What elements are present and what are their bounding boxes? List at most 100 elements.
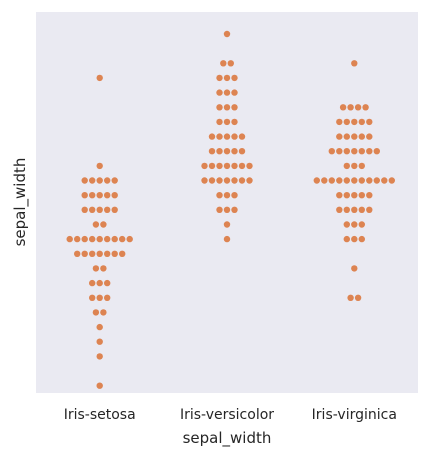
data-point	[216, 89, 223, 96]
data-point	[362, 104, 369, 111]
data-point	[208, 177, 216, 184]
data-point	[223, 235, 231, 243]
data-point	[231, 177, 238, 184]
data-point	[231, 89, 238, 96]
plot-area	[36, 12, 418, 393]
x-axis-label: sepal_width	[183, 429, 272, 448]
data-point	[201, 177, 208, 184]
data-point	[366, 118, 373, 126]
data-point	[336, 118, 343, 126]
data-point	[343, 221, 350, 228]
data-point	[373, 177, 380, 184]
data-point	[231, 148, 238, 155]
data-point	[336, 177, 343, 184]
data-point	[92, 221, 100, 228]
data-point	[223, 74, 231, 82]
data-point	[366, 192, 373, 199]
data-point	[313, 177, 320, 184]
data-point	[238, 177, 246, 184]
data-point	[358, 133, 365, 140]
data-point	[66, 235, 73, 243]
data-point	[358, 162, 365, 170]
data-point	[373, 148, 380, 155]
data-point	[336, 192, 343, 199]
data-point	[126, 235, 133, 243]
data-point	[351, 177, 358, 184]
x-tick-label: Iris-virginica	[312, 407, 397, 423]
data-point	[208, 133, 216, 140]
data-point	[96, 382, 103, 389]
data-point	[231, 206, 238, 213]
data-point	[74, 235, 81, 243]
data-point	[89, 206, 96, 213]
data-point	[351, 235, 358, 243]
data-point	[358, 206, 365, 213]
data-point	[92, 309, 100, 316]
data-point	[223, 162, 231, 170]
data-point	[328, 148, 335, 155]
data-point	[223, 89, 231, 96]
data-point	[96, 235, 103, 243]
data-point	[111, 192, 118, 199]
data-point	[231, 192, 238, 199]
data-point	[100, 309, 107, 316]
data-point	[351, 206, 358, 213]
data-point	[347, 294, 354, 301]
data-point	[216, 206, 223, 213]
data-point	[96, 250, 103, 257]
data-point	[223, 118, 231, 126]
data-point	[216, 118, 223, 126]
data-point	[220, 60, 227, 67]
data-point	[89, 177, 96, 184]
data-point	[104, 192, 111, 199]
data-point	[358, 177, 365, 184]
data-point	[351, 221, 358, 228]
data-point	[104, 294, 111, 301]
data-point	[388, 177, 395, 184]
x-tick-label: Iris-setosa	[64, 407, 136, 423]
data-point	[89, 192, 96, 199]
data-point	[104, 279, 111, 287]
data-point	[366, 206, 373, 213]
y-axis-label: sepal_width	[11, 158, 30, 247]
data-point	[351, 265, 358, 272]
data-point	[216, 177, 223, 184]
data-point	[216, 148, 223, 155]
data-point	[354, 294, 362, 301]
data-point	[223, 148, 231, 155]
data-point	[74, 250, 81, 257]
data-point	[89, 279, 96, 287]
data-point	[351, 60, 358, 67]
data-point	[347, 104, 354, 111]
data-point	[96, 323, 103, 331]
data-point	[238, 133, 246, 140]
data-point	[81, 192, 88, 199]
data-point	[96, 353, 103, 360]
data-point	[81, 250, 88, 257]
data-point	[231, 133, 238, 140]
data-point	[216, 74, 223, 82]
data-point	[238, 162, 246, 170]
data-point	[81, 206, 88, 213]
data-point	[246, 177, 253, 184]
data-point	[351, 162, 358, 170]
data-point	[96, 294, 103, 301]
data-point	[96, 338, 103, 345]
data-point	[366, 148, 373, 155]
data-point	[343, 162, 350, 170]
data-point	[231, 104, 238, 111]
data-point	[343, 148, 350, 155]
data-point	[216, 192, 223, 199]
data-point	[321, 177, 328, 184]
data-point	[358, 235, 365, 243]
data-point	[231, 74, 238, 82]
data-point	[119, 250, 126, 257]
data-point	[223, 133, 231, 140]
data-point	[339, 104, 347, 111]
data-point	[231, 162, 238, 170]
data-point	[351, 133, 358, 140]
data-point	[223, 206, 231, 213]
data-point	[96, 279, 103, 287]
data-point	[89, 235, 96, 243]
x-tick-label: Iris-versicolor	[180, 407, 274, 423]
